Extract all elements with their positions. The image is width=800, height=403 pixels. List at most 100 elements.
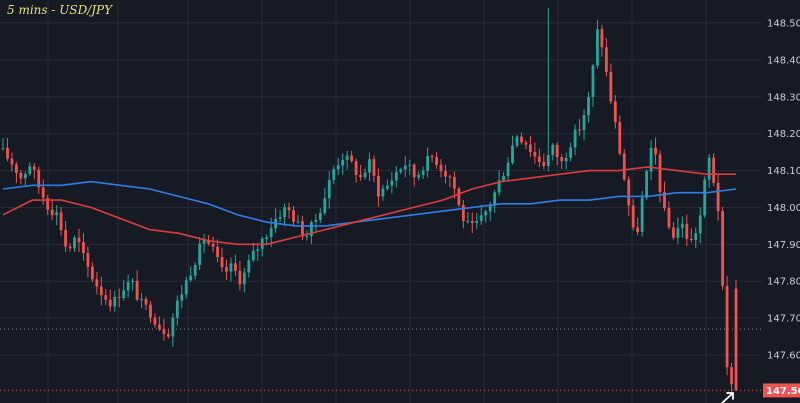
candle-body bbox=[113, 296, 117, 307]
candle-body bbox=[175, 300, 179, 318]
candle-body bbox=[457, 188, 461, 206]
candle-body bbox=[385, 185, 389, 189]
candle-body bbox=[444, 171, 447, 177]
moving-average-slow-line bbox=[2, 180, 737, 227]
candle-body bbox=[475, 221, 479, 223]
candle-body bbox=[1, 147, 5, 149]
candle-body bbox=[555, 144, 559, 158]
candle-body bbox=[466, 221, 470, 223]
candle-body bbox=[654, 147, 657, 155]
candle-body bbox=[211, 243, 215, 247]
candle-body bbox=[390, 180, 394, 186]
candle-body bbox=[117, 296, 121, 298]
candle-body bbox=[707, 157, 711, 180]
candle-body bbox=[332, 169, 336, 181]
candle-body bbox=[587, 97, 590, 116]
candle-body bbox=[108, 299, 112, 307]
candle-body bbox=[680, 223, 684, 228]
candle-body bbox=[712, 157, 716, 183]
candle-body bbox=[242, 272, 246, 285]
candle-body bbox=[309, 221, 313, 237]
candle-body bbox=[408, 164, 412, 166]
candle-body bbox=[86, 252, 90, 267]
candle-body bbox=[41, 187, 45, 198]
candle-body bbox=[144, 299, 148, 305]
chart-title: 5 mins - USD/JPY bbox=[7, 3, 113, 17]
candle-body bbox=[591, 65, 595, 98]
candle-body bbox=[649, 147, 653, 172]
candle-body bbox=[578, 129, 581, 131]
candle-body bbox=[122, 290, 126, 298]
candle-body bbox=[229, 263, 233, 272]
candle-body bbox=[32, 166, 36, 170]
candle-body bbox=[23, 173, 27, 179]
candle-body bbox=[269, 228, 273, 238]
candle-body bbox=[640, 197, 644, 232]
candle-body bbox=[278, 217, 282, 219]
candle-body bbox=[234, 263, 237, 271]
candle-body bbox=[421, 170, 425, 175]
candle-body bbox=[381, 188, 385, 197]
candle-body bbox=[430, 155, 434, 158]
candle-body bbox=[166, 333, 170, 337]
candle-body bbox=[256, 249, 260, 251]
arrow-icon bbox=[721, 392, 734, 403]
candle-body bbox=[327, 180, 331, 199]
candle-body bbox=[55, 212, 59, 216]
candle-body bbox=[560, 157, 564, 162]
candle-body bbox=[283, 207, 286, 218]
candle-body bbox=[694, 233, 698, 240]
candle-body bbox=[59, 212, 63, 230]
candle-body bbox=[573, 129, 577, 148]
candle-body bbox=[323, 198, 327, 214]
candle-body bbox=[506, 162, 510, 177]
candle-body bbox=[439, 164, 443, 172]
candle-body bbox=[417, 174, 421, 178]
y-tick-label: 147.700 bbox=[767, 314, 800, 325]
candle-body bbox=[542, 161, 546, 167]
candle-body bbox=[251, 250, 255, 261]
candle-body bbox=[73, 237, 76, 249]
candle-body bbox=[689, 238, 693, 240]
candle-body bbox=[50, 209, 54, 216]
candle-body bbox=[453, 176, 456, 189]
candle-body bbox=[265, 237, 269, 239]
candle-body bbox=[403, 165, 407, 170]
candle-body bbox=[515, 136, 519, 146]
candle-body bbox=[609, 71, 613, 102]
candle-body bbox=[37, 169, 41, 188]
candle-body bbox=[341, 159, 345, 166]
candle-body bbox=[676, 227, 680, 238]
y-tick-label: 148.300 bbox=[767, 92, 800, 103]
candle-body bbox=[479, 215, 483, 222]
candle-body bbox=[180, 294, 184, 301]
candle-body bbox=[484, 211, 488, 216]
candle-body bbox=[394, 171, 398, 181]
candle-body bbox=[551, 144, 555, 155]
candle-body bbox=[350, 155, 354, 162]
y-tick-label: 147.800 bbox=[767, 277, 800, 288]
candle-body bbox=[470, 221, 474, 223]
candle-body bbox=[493, 192, 497, 206]
y-tick-label: 148.500 bbox=[767, 19, 800, 30]
candle-body bbox=[368, 159, 371, 173]
y-tick-label: 147.900 bbox=[767, 240, 800, 251]
candle-body bbox=[198, 243, 202, 265]
candle-body bbox=[82, 242, 85, 253]
candle-body bbox=[377, 175, 380, 197]
candle-body bbox=[564, 157, 568, 162]
candle-body bbox=[698, 215, 702, 234]
candle-body bbox=[658, 154, 662, 193]
candle-body bbox=[546, 154, 550, 167]
candle-body bbox=[600, 29, 604, 48]
candle-body bbox=[296, 221, 300, 223]
candle-body bbox=[725, 286, 729, 368]
candle-body bbox=[95, 279, 99, 287]
candle-body bbox=[149, 304, 152, 318]
candle-body bbox=[28, 166, 32, 174]
candle-body bbox=[645, 171, 649, 198]
y-tick-label: 148.100 bbox=[767, 166, 800, 177]
candle-body bbox=[716, 182, 720, 211]
candle-body bbox=[225, 267, 228, 272]
